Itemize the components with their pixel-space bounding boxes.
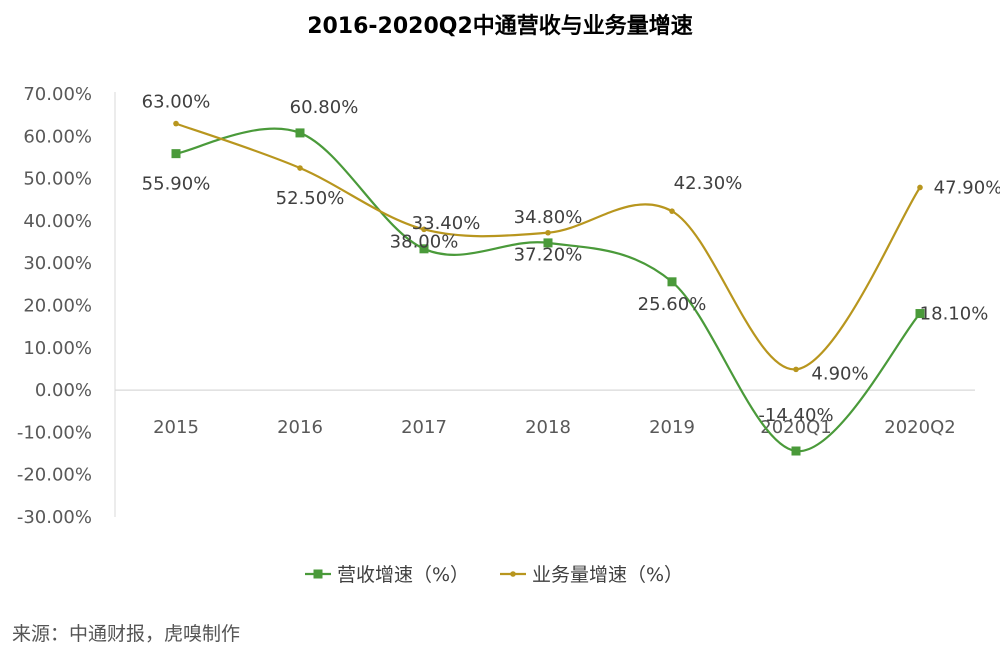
revenue-point-2020Q1 xyxy=(791,446,801,456)
y-tick-label: 50.00% xyxy=(23,169,92,190)
revenue-point-2020Q2 xyxy=(915,309,925,319)
source-note: 来源：中通财报，虎嗅制作 xyxy=(12,623,241,645)
volume-point-2017 xyxy=(421,226,427,233)
revenue-point-2017 xyxy=(419,244,429,254)
series-line-1 xyxy=(175,122,921,371)
volume-point-2018 xyxy=(545,229,551,236)
series-lines xyxy=(175,122,921,453)
series-line-0 xyxy=(175,127,921,453)
y-tick-label: -20.00% xyxy=(17,465,92,486)
y-tick-label: 30.00% xyxy=(23,253,92,274)
volume-point-2016 xyxy=(297,165,303,171)
legend-marker-square xyxy=(313,569,323,579)
volume-point-2019 xyxy=(669,208,675,214)
x-tick-label: 2018 xyxy=(525,417,571,438)
volume-point-2015 xyxy=(173,120,179,127)
x-axis-ticks: 2015 2016 2017 2018 2019 2020Q1 2020Q2 xyxy=(153,417,956,438)
x-tick-label: 2017 xyxy=(401,417,447,438)
y-tick-label: 10.00% xyxy=(23,338,92,359)
revenue-label-2018: 34.80% xyxy=(514,207,583,228)
revenue-label-2015: 55.90% xyxy=(142,174,211,195)
legend: 营收增速（%） 业务量增速（%） xyxy=(305,564,683,586)
revenue-label-2020Q1: -14.40% xyxy=(758,405,833,426)
x-tick-label: 2019 xyxy=(649,417,695,438)
volume-label-2019: 42.30% xyxy=(674,173,743,194)
revenue-point-2016 xyxy=(295,128,305,138)
revenue-label-2016: 60.80% xyxy=(290,97,359,118)
y-tick-label: 60.00% xyxy=(23,126,92,147)
volume-label-2020Q1: 4.90% xyxy=(811,363,868,384)
volume-point-2020Q1 xyxy=(793,366,799,373)
revenue-point-2015 xyxy=(171,149,181,159)
y-tick-label: 20.00% xyxy=(23,296,92,317)
x-tick-label: 2015 xyxy=(153,417,199,438)
revenue-point-2018 xyxy=(543,238,553,248)
y-tick-label: -30.00% xyxy=(17,507,92,528)
legend-label-0: 营收增速（%） xyxy=(337,564,469,586)
revenue-label-2020Q2: 18.10% xyxy=(920,304,989,325)
volume-label-2015: 63.00% xyxy=(142,92,211,113)
legend-marker-dot xyxy=(510,571,516,577)
x-tick-label: 2016 xyxy=(277,417,323,438)
volume-label-2017: 38.00% xyxy=(390,231,459,252)
x-tick-label: 2020Q2 xyxy=(884,417,955,438)
y-tick-label: -10.00% xyxy=(17,422,92,443)
series-markers xyxy=(171,120,925,456)
volume-point-2020Q2 xyxy=(917,184,923,191)
y-tick-label: 40.00% xyxy=(23,211,92,232)
y-tick-label: 70.00% xyxy=(23,84,92,105)
data-labels: 55.90% 60.80% 33.40% 34.80% 25.60% -14.40% 18.… xyxy=(142,92,1000,426)
y-axis-ticks: 70.00% 60.00% 50.00% 40.00% 30.00% 20.00% 10.0… xyxy=(17,84,92,528)
revenue-label-2019: 25.60% xyxy=(638,294,707,315)
revenue-label-2017: 33.40% xyxy=(412,213,481,234)
x-tick-label: 2020Q1 xyxy=(760,417,831,438)
revenue-point-2019 xyxy=(667,277,677,287)
volume-label-2020Q2: 47.90% xyxy=(934,177,1000,198)
chart-title: 2016-2020Q2中通营收与业务量增速 xyxy=(307,14,693,39)
legend-label-1: 业务量增速（%） xyxy=(532,564,683,586)
y-tick-label: 0.00% xyxy=(35,380,92,401)
volume-label-2018: 37.20% xyxy=(514,245,583,266)
volume-label-2016: 52.50% xyxy=(276,188,345,209)
